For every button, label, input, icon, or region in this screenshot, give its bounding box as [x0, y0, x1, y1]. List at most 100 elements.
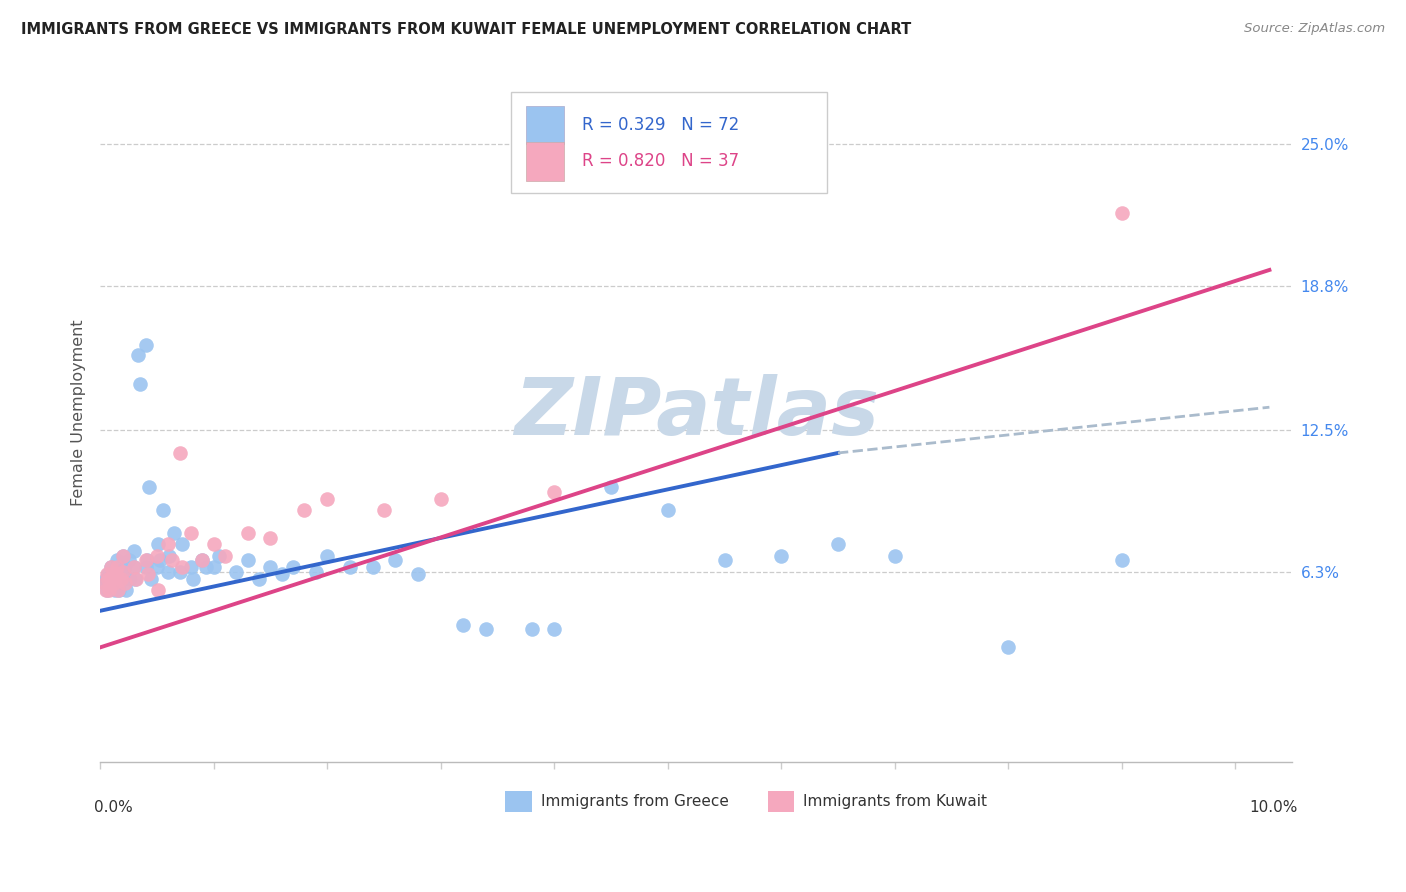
- Point: [1111, 553, 1133, 567]
- Point: [114, 560, 136, 574]
- Point: [136, 567, 159, 582]
- Point: [149, 553, 172, 567]
- Point: [103, 572, 125, 586]
- Point: [543, 622, 565, 636]
- Point: [125, 572, 148, 586]
- Text: 10.0%: 10.0%: [1250, 800, 1298, 815]
- Point: [406, 567, 429, 582]
- Point: [883, 549, 905, 563]
- Point: [294, 503, 316, 517]
- Text: Immigrants from Greece: Immigrants from Greece: [541, 794, 730, 809]
- Point: [475, 622, 498, 636]
- Point: [236, 553, 259, 567]
- Bar: [505, 791, 531, 812]
- Point: [316, 549, 339, 563]
- Point: [1111, 206, 1133, 220]
- Point: [214, 549, 236, 563]
- Point: [247, 572, 270, 586]
- Point: [281, 560, 304, 574]
- Point: [114, 576, 136, 591]
- Point: [520, 622, 543, 636]
- Point: [202, 560, 225, 574]
- Point: [157, 537, 180, 551]
- Point: [98, 579, 121, 593]
- Point: [94, 583, 117, 598]
- Point: [373, 503, 395, 517]
- Point: [111, 572, 134, 586]
- Point: [122, 560, 145, 574]
- Point: [259, 560, 281, 574]
- Point: [122, 544, 145, 558]
- Point: [105, 576, 128, 591]
- Point: [202, 537, 225, 551]
- Point: [105, 567, 128, 582]
- Point: [135, 560, 157, 574]
- Point: [117, 553, 139, 567]
- Y-axis label: Female Unemployment: Female Unemployment: [72, 319, 86, 507]
- Point: [180, 560, 202, 574]
- Point: [236, 526, 259, 541]
- Bar: [768, 791, 794, 812]
- Point: [108, 583, 131, 598]
- Point: [384, 553, 406, 567]
- Point: [100, 576, 122, 591]
- Point: [157, 549, 180, 563]
- Point: [96, 583, 118, 598]
- Point: [146, 537, 169, 551]
- Point: [100, 560, 122, 574]
- Point: [97, 572, 120, 586]
- Point: [135, 338, 157, 352]
- Point: [115, 583, 138, 598]
- Text: R = 0.820   N = 37: R = 0.820 N = 37: [582, 153, 738, 170]
- Point: [135, 553, 157, 567]
- Point: [170, 537, 193, 551]
- Point: [208, 549, 231, 563]
- Bar: [526, 106, 564, 145]
- Point: [127, 348, 149, 362]
- Point: [97, 567, 120, 582]
- Point: [111, 565, 134, 579]
- Point: [111, 549, 134, 563]
- Point: [997, 640, 1019, 655]
- Point: [160, 553, 183, 567]
- Point: [361, 560, 384, 574]
- Text: Source: ZipAtlas.com: Source: ZipAtlas.com: [1244, 22, 1385, 36]
- Point: [600, 480, 623, 494]
- Point: [146, 560, 169, 574]
- Point: [111, 565, 134, 579]
- Point: [135, 553, 157, 567]
- Point: [146, 549, 169, 563]
- Point: [429, 491, 451, 506]
- Point: [152, 503, 174, 517]
- Point: [118, 572, 141, 586]
- Point: [191, 553, 214, 567]
- Bar: [526, 142, 564, 180]
- Point: [180, 526, 202, 541]
- Point: [100, 572, 122, 586]
- Point: [98, 572, 121, 586]
- Text: Immigrants from Kuwait: Immigrants from Kuwait: [803, 794, 987, 809]
- Point: [657, 503, 679, 517]
- Point: [107, 583, 129, 598]
- Point: [94, 572, 117, 586]
- Point: [169, 565, 191, 579]
- Point: [110, 572, 132, 586]
- Point: [93, 576, 115, 591]
- Point: [259, 531, 281, 545]
- Point: [104, 583, 127, 598]
- Point: [270, 567, 292, 582]
- Point: [100, 560, 122, 574]
- Point: [163, 526, 186, 541]
- Point: [453, 617, 475, 632]
- Point: [770, 549, 793, 563]
- Point: [98, 583, 121, 598]
- Point: [93, 576, 115, 591]
- Point: [141, 572, 163, 586]
- Point: [543, 484, 565, 499]
- Point: [96, 567, 118, 582]
- Point: [170, 560, 193, 574]
- Text: ZIPatlas: ZIPatlas: [513, 374, 879, 452]
- Point: [157, 565, 180, 579]
- Point: [305, 565, 328, 579]
- Point: [316, 491, 339, 506]
